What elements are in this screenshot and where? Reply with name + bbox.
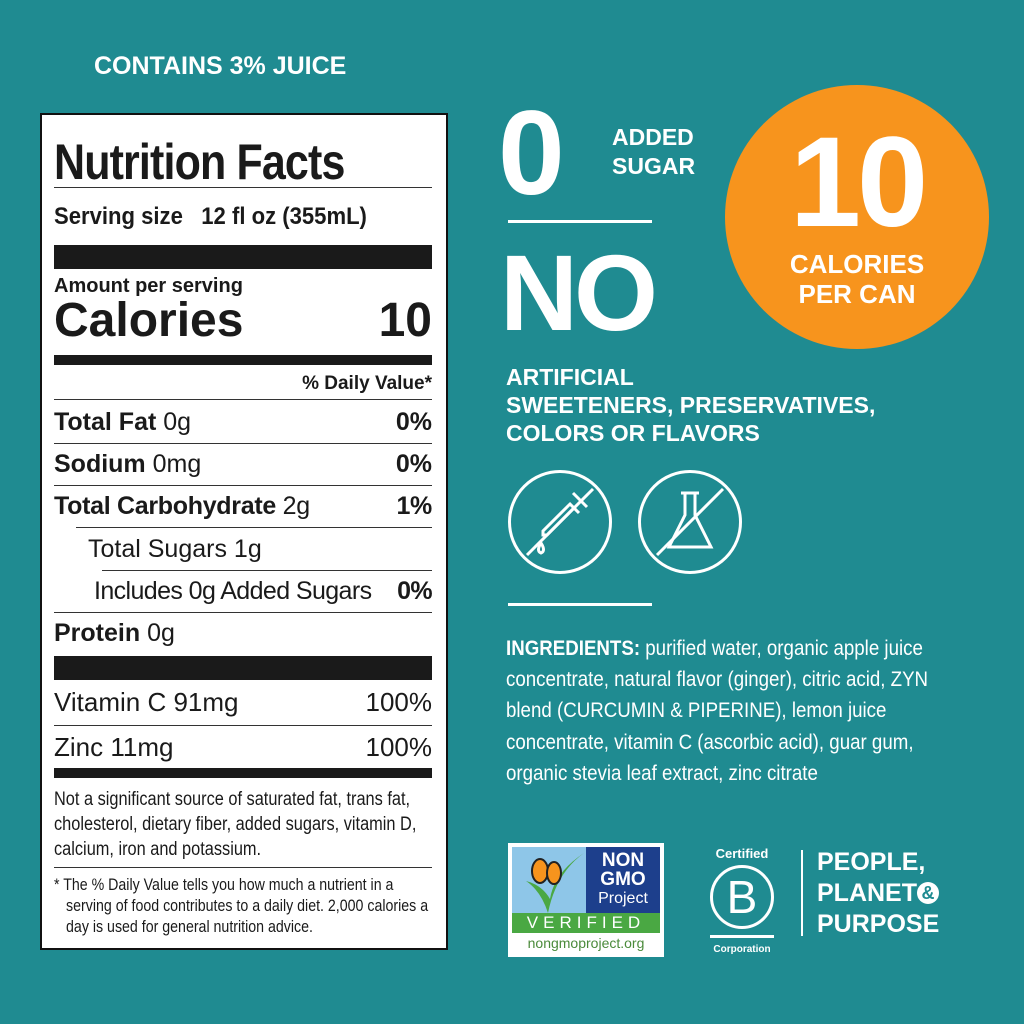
row-added-sugars: Includes 0g Added Sugars 0% [94,577,433,605]
divider [508,603,652,606]
row-protein: Protein 0g [54,619,175,647]
no-artificial-text: ARTIFICIAL SWEETENERS, PRESERVATIVES, COLO… [506,364,876,446]
juice-note: CONTAINS 3% JUICE [94,52,347,80]
people-planet-purpose: PEOPLE, PLANET & PURPOSE [817,848,940,938]
certified-b-corp-logo: Certified B Corporation [706,846,778,955]
daily-value-footnote: * The % Daily Value tells you how much a… [54,876,429,936]
row-total-fat: Total Fat 0g 0% [54,408,432,436]
serving-size: Serving size 12 fl oz (355mL) [54,203,367,230]
row-zinc: Zinc 11mg 100% [54,732,432,762]
no-text: NO [500,232,658,353]
dv-header: % Daily Value* [302,373,432,394]
label-title: Nutrition Facts [54,134,345,190]
ingredients: INGREDIENTS: purified water, organic app… [506,636,929,785]
row-sodium: Sodium 0mg 0% [54,450,432,478]
divider [508,220,652,223]
divider [801,850,803,936]
calories-row: Calories 10 [54,294,432,347]
row-carbohydrate: Total Carbohydrate 2g 1% [54,492,432,520]
no-flask-icon [638,470,742,574]
not-significant-note: Not a significant source of saturated fa… [54,789,417,860]
no-dropper-icon [508,470,612,574]
non-gmo-verified-logo: NON GMO Project VERIFIED nongmoproject.org [508,843,664,957]
row-vitamin-c: Vitamin C 91mg 100% [54,687,432,717]
row-total-sugars: Total Sugars 1g [88,535,262,563]
zero-added-sugar-number: 0 [498,86,565,220]
added-sugar-text: ADDED SUGAR [612,124,696,179]
nutrition-facts-label: Nutrition Facts Serving size 12 fl oz (3… [40,113,448,950]
amount-per-serving: Amount per serving [54,275,243,297]
calories-badge: 10 CALORIES PER CAN [725,85,989,349]
